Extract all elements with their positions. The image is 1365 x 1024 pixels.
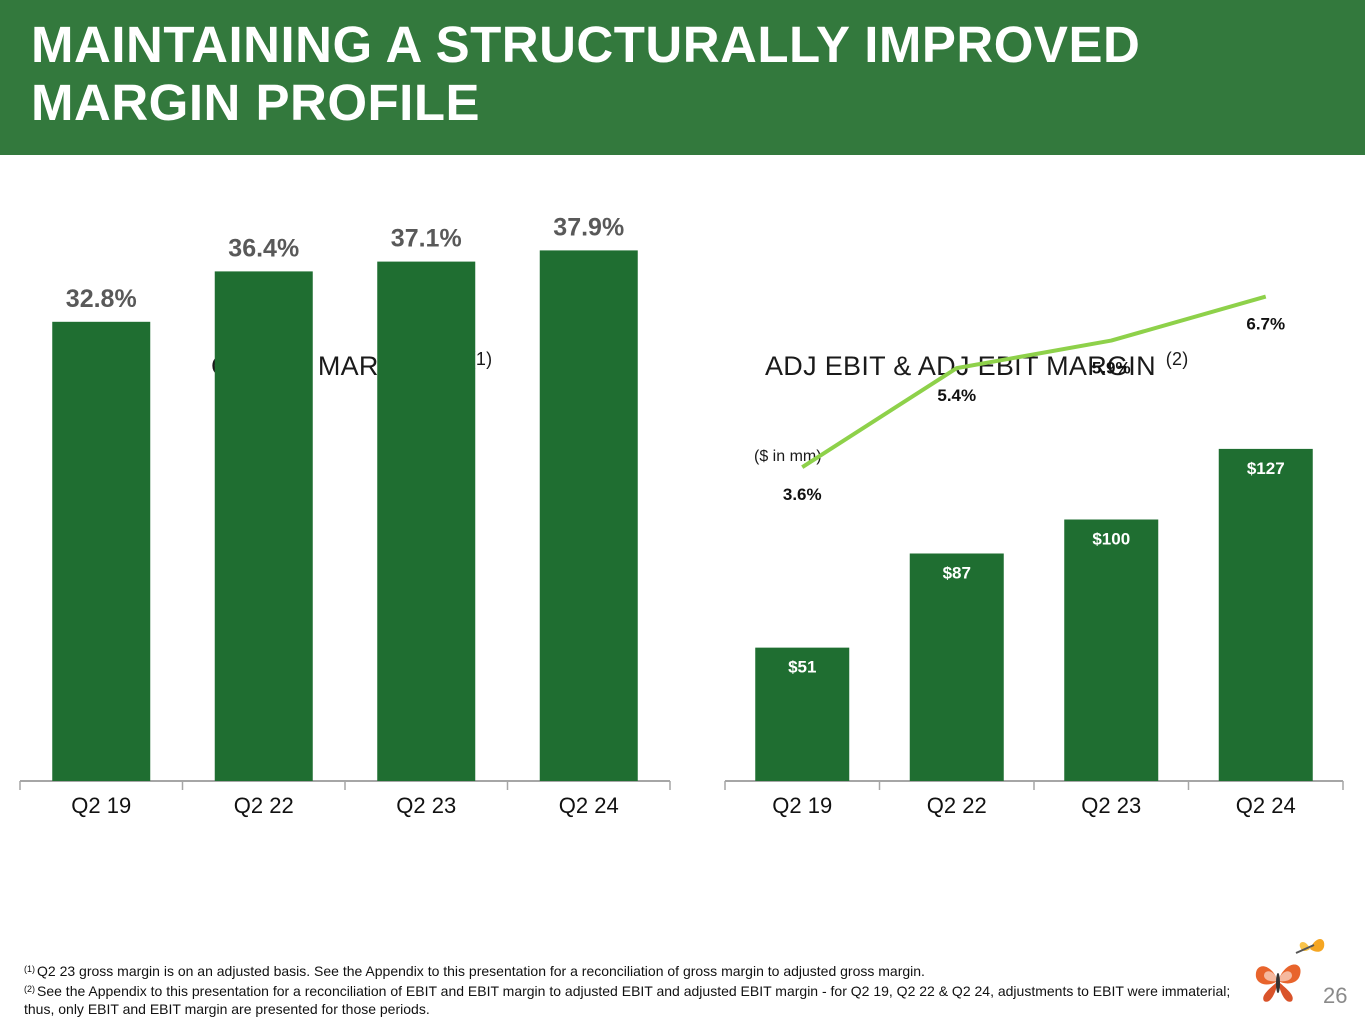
butterfly-logo-icon (1255, 939, 1325, 1002)
ebit-bar-label: $51 (788, 658, 816, 677)
footnote-1: (1) Q2 23 gross margin is on an adjusted … (24, 960, 1239, 980)
footnotes: (1) Q2 23 gross margin is on an adjusted … (24, 960, 1239, 1018)
gm-category-label: Q2 23 (396, 793, 456, 818)
footnote-2: (2) See the Appendix to this presentation… (24, 980, 1239, 1018)
ebit-bar-label: $87 (943, 563, 971, 582)
gm-bar (52, 321, 151, 781)
gm-category-label: Q2 22 (234, 793, 294, 818)
ebit-margin-label: 6.7% (1246, 315, 1285, 334)
slide-title: MAINTAINING A STRUCTURALLY IMPROVED MARG… (31, 16, 1141, 131)
ebit-bar-label: $100 (1092, 530, 1130, 549)
ebit-bar (755, 647, 850, 781)
ebit-unit-label: ($ in mm) (754, 448, 822, 465)
ebit-margin-label: 5.9% (1092, 359, 1131, 378)
ebit-category-label: Q2 19 (772, 793, 832, 818)
footnote-1-text: Q2 23 gross margin is on an adjusted bas… (37, 963, 925, 979)
gm-category-label: Q2 19 (71, 793, 131, 818)
gm-data-label: 32.8% (66, 285, 137, 313)
ebit-margin-line (801, 294, 1267, 469)
ebit-margin-label: 3.6% (783, 485, 822, 504)
ebit-category-label: Q2 24 (1236, 793, 1296, 818)
ebit-bar-label: $127 (1247, 459, 1285, 478)
gm-data-label: 36.4% (228, 234, 299, 262)
gm-data-label: 37.1% (391, 225, 462, 253)
ebit-margin-label: 5.4% (937, 386, 976, 405)
footnote-2-marker: (2) (24, 984, 35, 994)
gm-category-label: Q2 24 (559, 793, 619, 818)
slide-header: MAINTAINING A STRUCTURALLY IMPROVED MARG… (0, 0, 1365, 155)
ebit-category-label: Q2 23 (1081, 793, 1141, 818)
ebit-category-label: Q2 22 (927, 793, 987, 818)
ebit-bar (1218, 448, 1313, 781)
gm-data-label: 37.9% (553, 213, 624, 241)
ebit-bar (909, 553, 1004, 781)
gm-bar (377, 261, 476, 782)
gm-bar (214, 271, 313, 781)
ebit-footnote-ref: (2) (1165, 349, 1189, 369)
footnote-1-marker: (1) (24, 964, 35, 974)
page-number: 26 (1323, 983, 1348, 1008)
footnote-2-text: See the Appendix to this presentation fo… (24, 983, 1231, 1017)
ebit-bar (1064, 519, 1159, 781)
gm-bar (539, 250, 638, 781)
